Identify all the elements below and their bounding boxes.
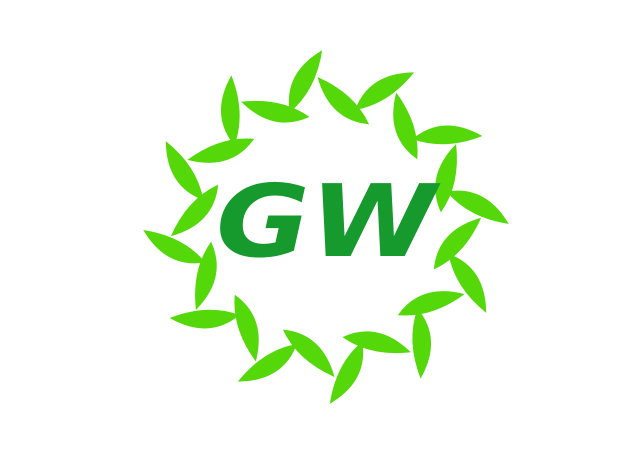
leaf-shape — [317, 77, 370, 125]
leaf-shape — [412, 125, 483, 145]
leaf-ring — [143, 50, 509, 404]
leaf-shape — [170, 184, 219, 237]
leaf-shape — [169, 309, 240, 329]
leaf-shape — [165, 141, 204, 201]
leaf-shape — [412, 308, 432, 379]
leaf-shape — [435, 144, 457, 213]
leaf-shape — [237, 343, 297, 382]
leaf-shape — [288, 50, 323, 113]
leaf-shape — [187, 138, 255, 163]
leaf-shape — [329, 341, 364, 404]
leaf-shape — [355, 72, 415, 111]
leaf-shape — [282, 329, 335, 377]
leaf-shape — [397, 291, 465, 316]
leaf-shape — [234, 294, 259, 362]
leaf-shape — [195, 241, 217, 310]
leaf-shape — [241, 100, 310, 123]
leaf-shape — [393, 92, 418, 160]
leaf-shape — [143, 230, 206, 264]
leaf-shape — [446, 190, 509, 224]
logo-monogram: GW — [216, 163, 441, 280]
leaf-shape — [448, 253, 487, 313]
leaf-shape — [220, 75, 240, 146]
leaf-shape — [433, 217, 482, 270]
leaf-shape — [342, 331, 411, 354]
